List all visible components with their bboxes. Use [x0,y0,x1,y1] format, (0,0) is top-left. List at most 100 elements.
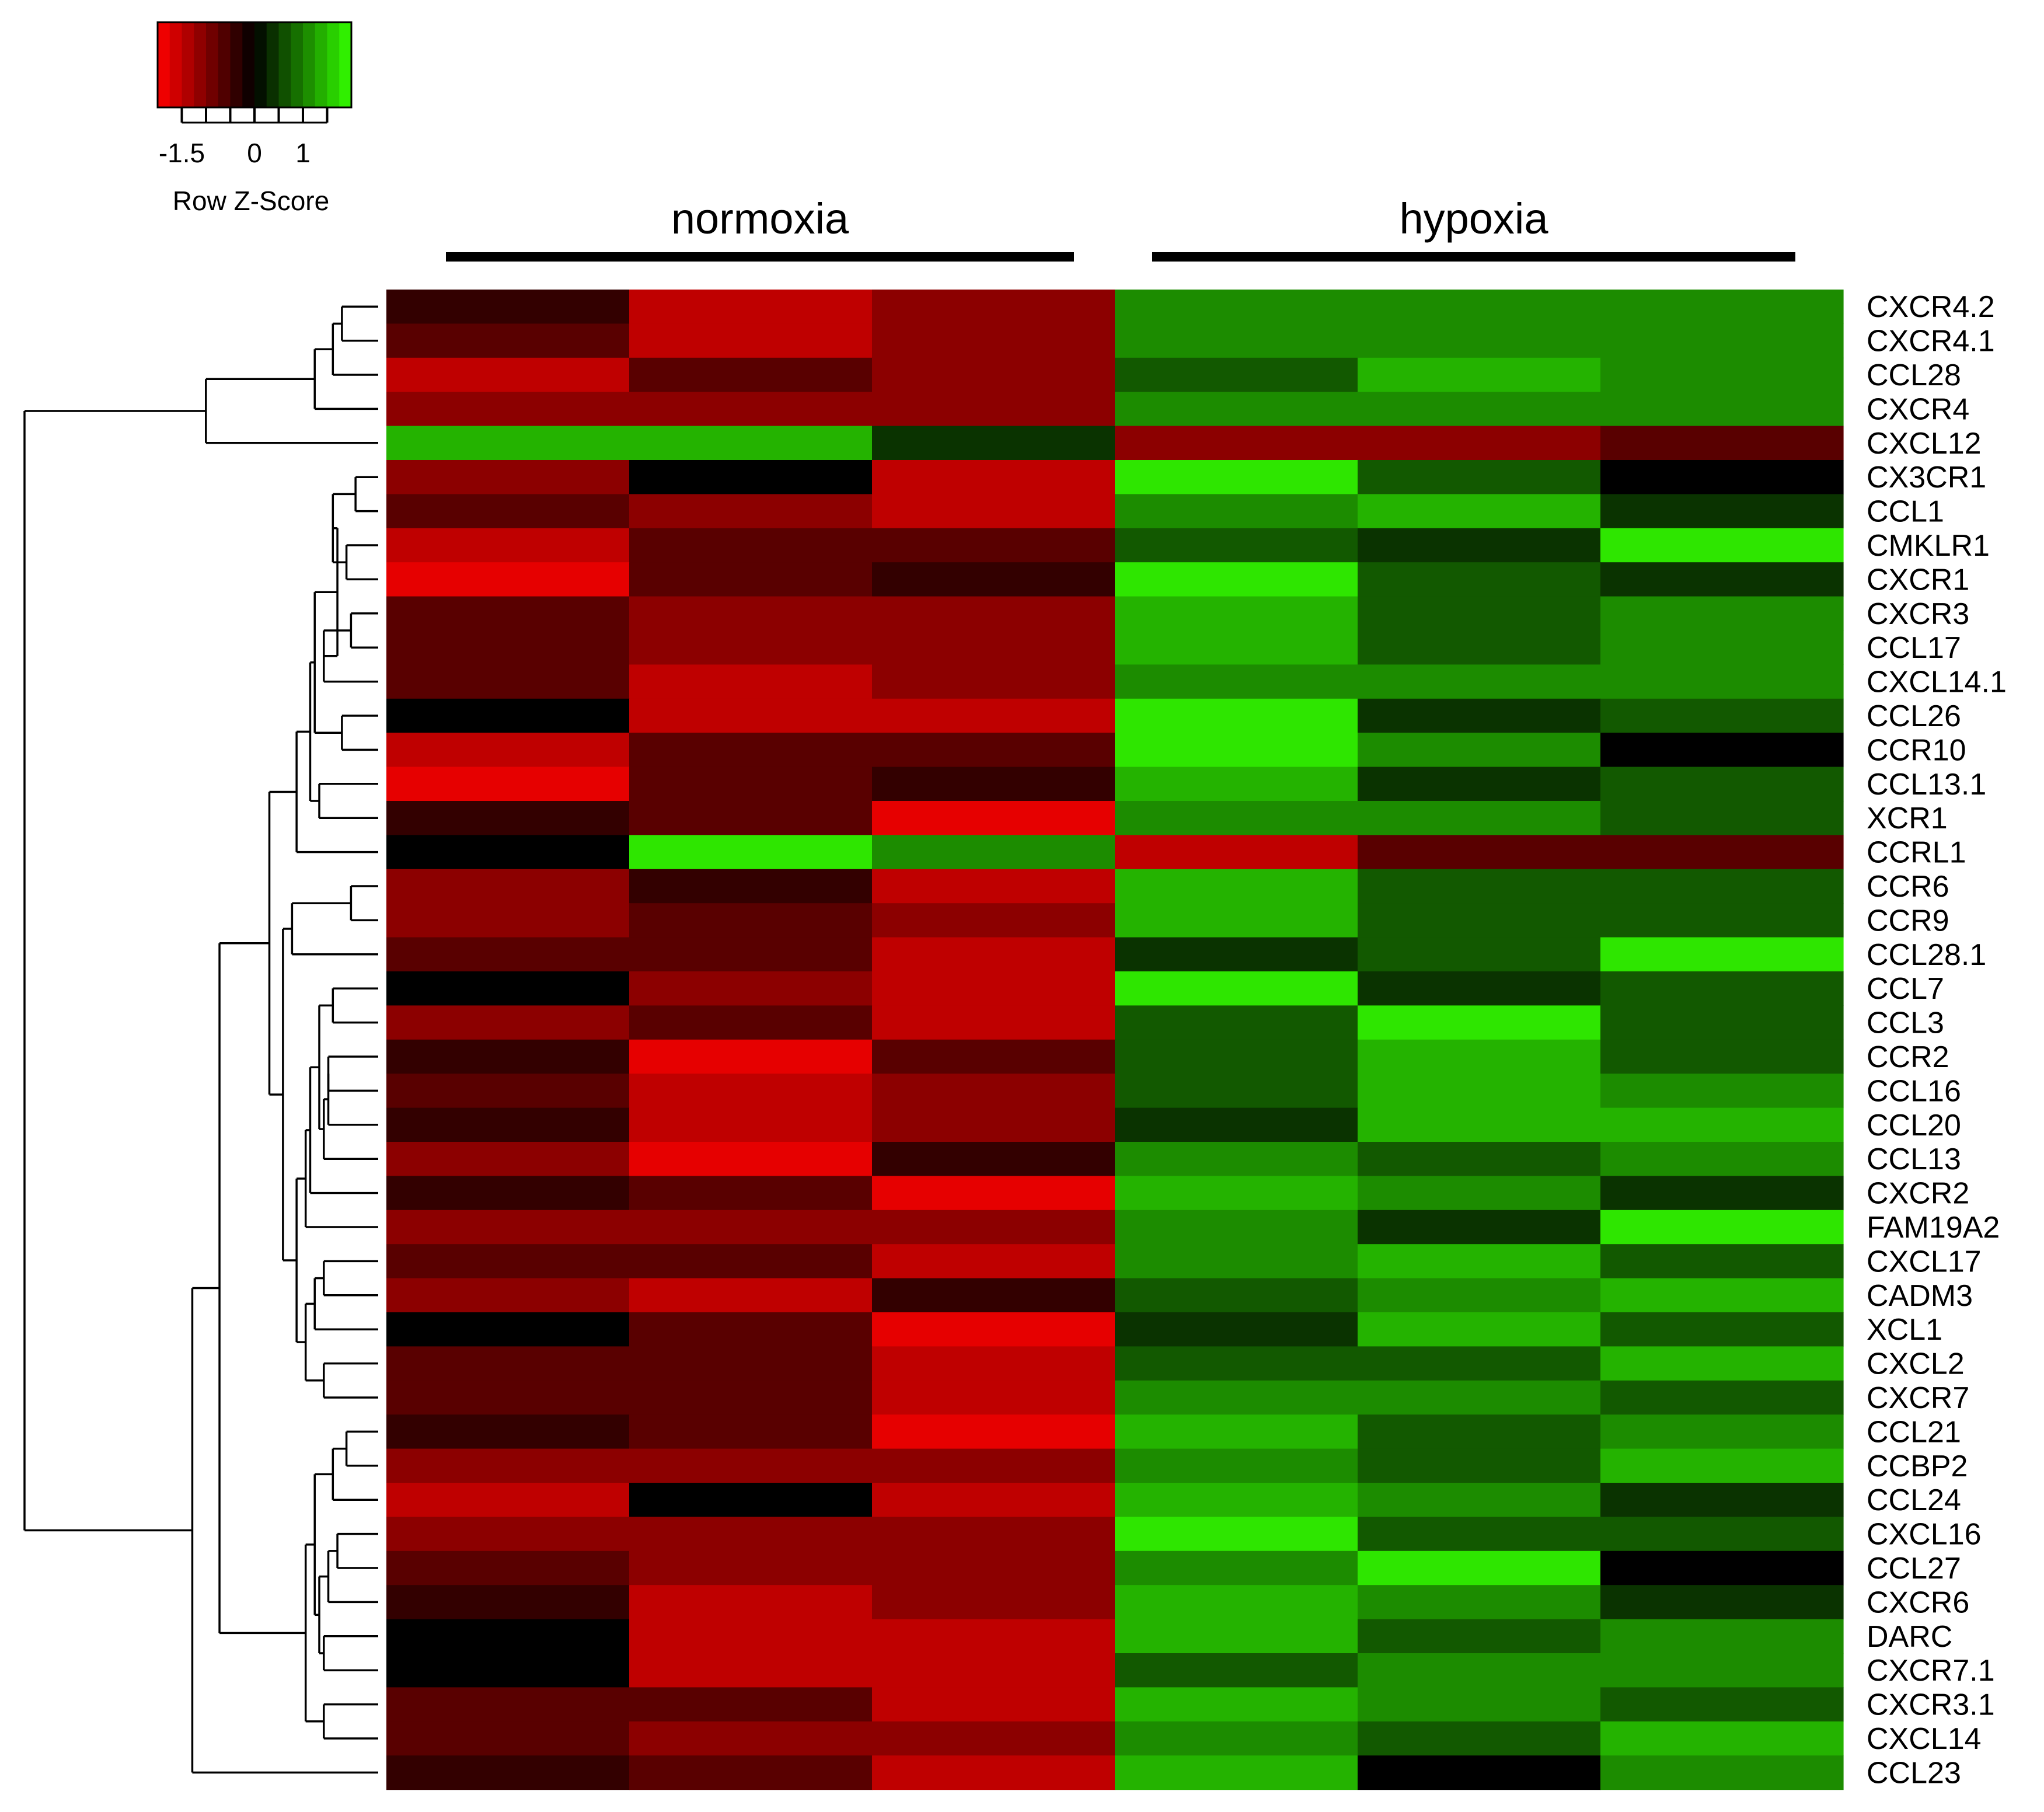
heat-cell-XCL1-1 [629,1312,873,1347]
heat-cell-CXCL14-0 [386,1721,630,1756]
heat-cell-CCL27-0 [386,1550,630,1586]
row-label: XCR1 [1867,802,1948,835]
heat-cell-CCL26-1 [629,698,873,733]
row-label: CCL26 [1867,699,1961,733]
heat-cell-CXCR4-2 [872,392,1115,427]
heat-cell-CMKLR1-4 [1358,528,1601,563]
row-label: CXCR7.1 [1867,1654,1995,1688]
heat-cell-CCL13-2 [872,1142,1115,1176]
heat-cell-CXCR1-5 [1600,562,1844,597]
heat-cell-CCR2-1 [629,1039,873,1074]
color-key-swatch [230,22,243,107]
heat-cell-CXCL16-4 [1358,1517,1601,1552]
heat-cell-CXCR4.1-3 [1115,323,1358,358]
heat-cell-CCR2-3 [1115,1039,1358,1074]
heat-cell-CCR9-0 [386,903,630,938]
heat-cell-CCL16-5 [1600,1074,1844,1109]
row-label: CXCR3.1 [1867,1688,1995,1722]
row-label: CCL7 [1867,972,1944,1006]
color-key-tick-label: 1 [295,138,311,168]
heat-cell-CCL28.1-5 [1600,937,1844,972]
heat-cell-FAM19A2-0 [386,1210,630,1245]
heat-cell-CXCR4.1-5 [1600,323,1844,358]
heat-cell-CXCL16-3 [1115,1517,1358,1552]
heat-cell-CXCL12-2 [872,426,1115,461]
heat-cell-CCL24-0 [386,1483,630,1517]
heat-cell-CCL24-5 [1600,1483,1844,1517]
heat-cell-CXCL12-1 [629,426,873,461]
heat-cell-CCL27-1 [629,1550,873,1586]
heat-cell-CCR9-2 [872,903,1115,938]
heat-cell-CXCR7.1-2 [872,1653,1115,1688]
heat-cell-CCL26-2 [872,698,1115,733]
heat-cell-CCL16-1 [629,1074,873,1109]
row-label: CXCL14.1 [1867,665,2007,699]
heat-cell-CCL16-4 [1358,1074,1601,1109]
row-dendrogram [23,305,378,1774]
heat-cell-CXCR7.1-5 [1600,1653,1844,1688]
row-label: CCL28.1 [1867,938,1986,972]
heat-cell-CXCL12-4 [1358,426,1601,461]
heat-cell-CCL28-4 [1358,357,1601,392]
heat-cell-CCL20-4 [1358,1107,1601,1142]
color-key-swatch [254,22,267,107]
heat-cell-CCL23-0 [386,1755,630,1790]
heat-cell-XCR1-0 [386,801,630,835]
heat-cell-CCL7-1 [629,971,873,1006]
color-key-swatch [242,22,255,107]
heat-cell-CXCR4-1 [629,392,873,427]
heat-cell-CCL21-2 [872,1414,1115,1449]
heat-cell-CCR10-4 [1358,733,1601,768]
heat-cell-DARC-4 [1358,1619,1601,1654]
heat-cell-CADM3-2 [872,1278,1115,1313]
heat-cell-CX3CR1-0 [386,460,630,494]
heat-cell-CCL28.1-4 [1358,937,1601,972]
row-label: CCRL1 [1867,836,1966,870]
heat-cell-CXCL14.1-5 [1600,664,1844,699]
heat-cell-XCR1-3 [1115,801,1358,835]
heat-cell-XCR1-2 [872,801,1115,835]
heat-cell-CXCR6-4 [1358,1585,1601,1620]
color-key-swatch [206,22,219,107]
heat-cell-CXCR6-0 [386,1585,630,1620]
heat-cell-CCR9-3 [1115,903,1358,938]
heat-cell-CMKLR1-5 [1600,528,1844,563]
group-bar-hypoxia [1152,252,1795,262]
heat-cell-CCRL1-0 [386,835,630,870]
heat-cell-CXCR7-3 [1115,1380,1358,1415]
heat-cell-CXCR6-3 [1115,1585,1358,1620]
heat-cell-CXCL17-5 [1600,1244,1844,1279]
heat-cell-DARC-1 [629,1619,873,1654]
heat-cell-CCL13.1-4 [1358,766,1601,802]
heat-cell-CCL26-5 [1600,698,1844,733]
heat-cell-XCR1-4 [1358,801,1601,835]
heat-cell-CCL3-2 [872,1005,1115,1040]
heat-cell-CXCL14-2 [872,1721,1115,1756]
heat-cell-CXCR7.1-3 [1115,1653,1358,1688]
heat-cell-CMKLR1-3 [1115,528,1358,563]
row-label: CCL1 [1867,495,1944,529]
heat-cell-CCL23-1 [629,1755,873,1790]
heat-cell-CCL26-3 [1115,698,1358,733]
heat-cell-CCR2-4 [1358,1039,1601,1074]
heat-cell-CXCR1-2 [872,562,1115,597]
heat-cell-CCL26-0 [386,698,630,733]
heat-cell-CXCR7.1-0 [386,1653,630,1688]
heat-cell-XCR1-1 [629,801,873,835]
heat-cell-CXCL14.1-4 [1358,664,1601,699]
row-label: CXCR1 [1867,563,1969,597]
row-label: CCL20 [1867,1109,1961,1142]
heat-cell-CXCR1-3 [1115,562,1358,597]
heat-cell-CXCR7-2 [872,1380,1115,1415]
heat-cell-CCRL1-2 [872,835,1115,870]
row-label: CCL24 [1867,1483,1961,1517]
heat-cell-CCL17-4 [1358,630,1601,665]
row-label: CXCL14 [1867,1722,1982,1756]
heat-cell-CCL13-4 [1358,1142,1601,1176]
heat-cell-CCL20-0 [386,1107,630,1142]
color-key-swatch [218,22,231,107]
color-key-swatch [278,22,291,107]
heat-cell-FAM19A2-3 [1115,1210,1358,1245]
heat-cell-CXCR3-4 [1358,596,1601,631]
heat-cell-CXCR2-1 [629,1176,873,1211]
